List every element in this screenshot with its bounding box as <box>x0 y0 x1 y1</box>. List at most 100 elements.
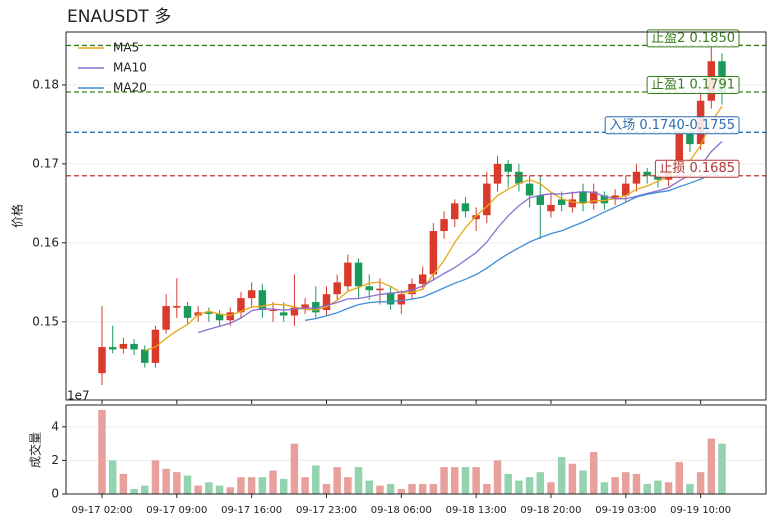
x-tick-label: 09-19 03:00 <box>595 505 656 516</box>
y-tick-label: 0.16 <box>32 235 59 249</box>
level-box <box>604 116 740 135</box>
candle-body <box>162 306 170 330</box>
volume-bar <box>643 483 651 494</box>
volume-bar <box>504 473 512 494</box>
volume-bar <box>493 460 502 494</box>
volume-bar <box>130 488 138 494</box>
candle-body <box>536 195 545 205</box>
volume-bar <box>718 443 726 494</box>
volume-bar <box>547 482 555 494</box>
candle-body <box>322 294 331 310</box>
volume-bar <box>119 473 128 494</box>
y-tick-label: 4 <box>51 419 59 433</box>
candle-body <box>183 306 192 318</box>
volume-bar <box>290 443 299 494</box>
candle-body <box>269 309 277 311</box>
volume-bar <box>269 470 277 494</box>
candle-body <box>376 288 384 291</box>
level-label: 入场 0.1740-0.1755 <box>609 118 735 133</box>
x-tick-label: 09-18 13:00 <box>446 505 507 516</box>
volume-axis-label: 成交量 <box>28 432 43 468</box>
candle-body <box>451 203 459 220</box>
volume-bar <box>579 470 587 494</box>
volume-bar <box>141 485 149 494</box>
volume-bar <box>354 467 363 494</box>
level-tag: 入场 0.1740-0.1755 <box>604 116 740 135</box>
legend-label: MA10 <box>113 61 147 75</box>
level-label: 止盈2 0.1850 <box>651 31 735 46</box>
level-label: 止盈1 0.1791 <box>651 78 735 93</box>
volume-bar <box>173 472 181 494</box>
candle-body <box>461 203 470 212</box>
candle-body <box>344 262 352 287</box>
volume-bar <box>98 410 106 494</box>
candle-body <box>611 195 619 200</box>
volume-bar <box>622 472 630 494</box>
volume-offset-label: 1e7 <box>67 389 90 403</box>
candle-body <box>173 306 181 308</box>
volume-bar <box>258 477 267 494</box>
x-tick-label: 09-18 20:00 <box>520 505 581 516</box>
volume-bar <box>440 467 448 494</box>
volume-bar <box>408 483 416 494</box>
volume-bar <box>483 483 491 494</box>
volume-bar <box>376 485 384 494</box>
y-tick-label: 0.18 <box>32 77 59 91</box>
volume-bar <box>205 482 213 494</box>
candle-body <box>483 183 491 216</box>
candle-body <box>547 204 555 212</box>
level-tag: 止盈2 0.1850 <box>646 29 740 48</box>
candle-body <box>515 171 523 184</box>
volume-bar <box>279 478 288 494</box>
volume-bar <box>108 460 117 494</box>
volume-bar <box>675 462 683 494</box>
volume-bar <box>686 483 694 494</box>
volume-bar <box>215 485 224 494</box>
candle-body <box>632 171 641 184</box>
plot-frame <box>65 31 767 401</box>
x-tick-label: 09-17 09:00 <box>146 505 207 516</box>
volume-bar <box>301 477 309 494</box>
volume-bar <box>162 468 170 494</box>
candle-body <box>397 294 406 305</box>
x-tick-label: 09-17 16:00 <box>221 505 282 516</box>
volume-bar <box>312 465 320 494</box>
volume-bar <box>664 482 673 494</box>
x-tick-label: 09-17 23:00 <box>296 505 357 516</box>
volume-bar <box>237 477 245 494</box>
volume-bar <box>472 467 480 494</box>
volume-bar <box>386 483 395 494</box>
candle-body <box>429 231 438 275</box>
candle-body <box>504 163 512 172</box>
volume-frame <box>65 404 767 495</box>
candle-body <box>589 191 598 204</box>
candle-body <box>141 349 149 363</box>
candle-body <box>440 219 448 232</box>
candle-body <box>98 347 106 374</box>
candle-body <box>290 307 299 316</box>
volume-bar <box>247 477 256 494</box>
level-tag: 止盈1 0.1791 <box>646 76 740 95</box>
level-label: 止损 0.1685 <box>659 161 735 176</box>
candle-body <box>493 163 502 184</box>
candle-body <box>386 292 395 305</box>
level-tag: 止损 0.1685 <box>654 159 740 178</box>
volume-bar <box>429 483 438 494</box>
y-tick-label: 0 <box>51 487 59 501</box>
legend-label: MA5 <box>113 41 139 55</box>
candle-body <box>622 183 630 196</box>
y-axis-label: 价格 <box>10 204 25 228</box>
candle-body <box>247 290 256 299</box>
volume-bar <box>418 483 427 494</box>
candle-body <box>301 304 309 308</box>
y-tick-label: 0.15 <box>32 314 59 328</box>
candle-body <box>557 199 566 205</box>
ma-line <box>304 169 723 321</box>
candle-body <box>312 302 320 313</box>
candle-body <box>365 286 373 291</box>
volume-bar <box>525 477 534 494</box>
ma-line <box>144 105 723 352</box>
volume-bar <box>194 485 202 494</box>
volume-bar <box>397 488 406 494</box>
